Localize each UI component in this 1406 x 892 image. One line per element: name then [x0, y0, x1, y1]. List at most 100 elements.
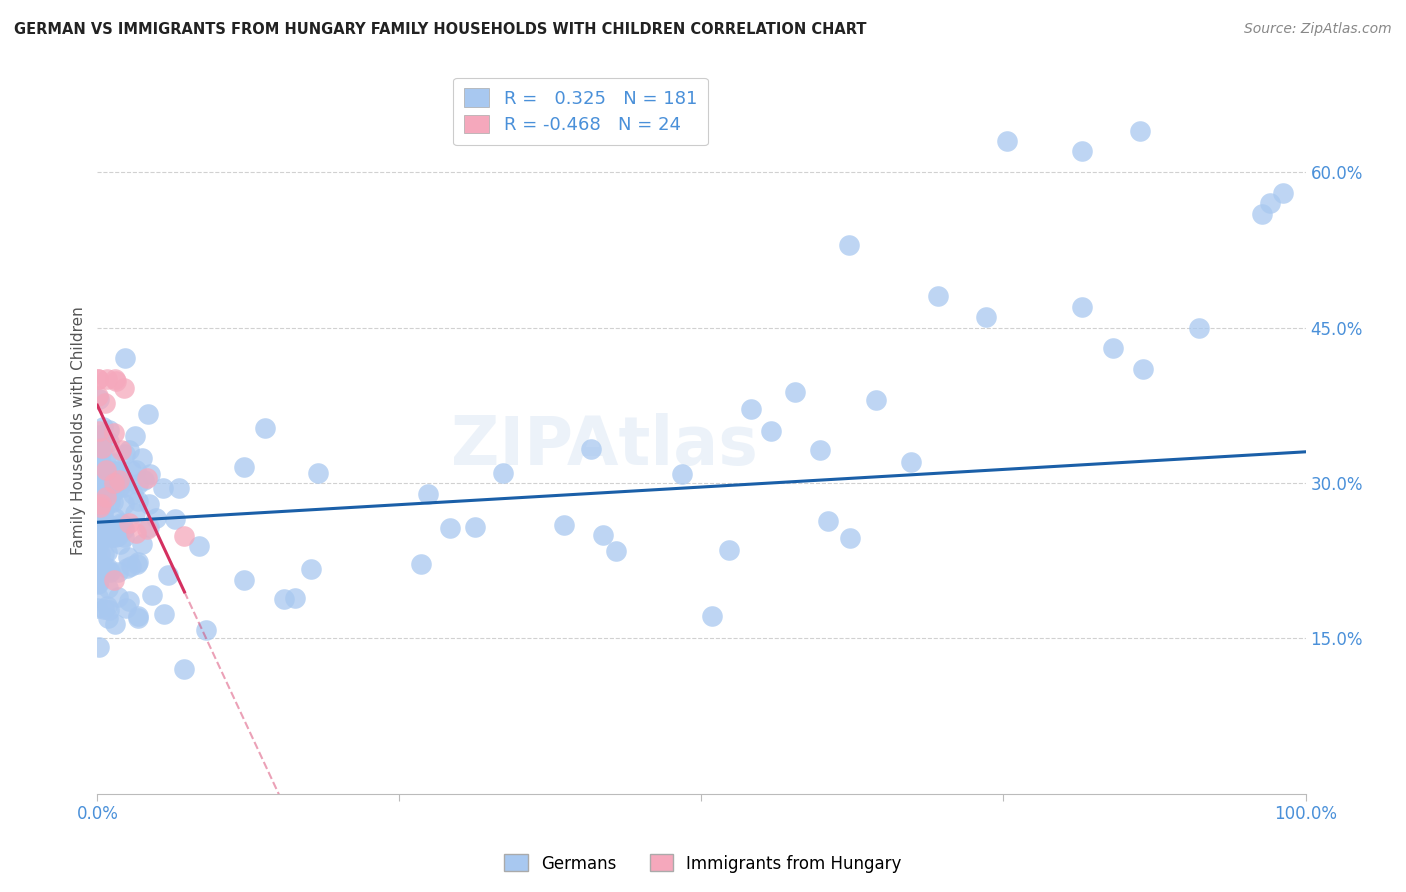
- Point: [165, 512, 187, 526]
- Point: [86, 541, 108, 556]
- Point: [93, 502, 115, 516]
- Point: [1071, 300, 1094, 314]
- Point: [1101, 341, 1123, 355]
- Point: [97, 611, 120, 625]
- Point: [87, 571, 110, 585]
- Point: [976, 310, 998, 325]
- Point: [173, 529, 195, 543]
- Point: [411, 557, 433, 571]
- Point: [87, 563, 110, 577]
- Point: [90, 496, 112, 510]
- Point: [97, 423, 120, 437]
- Point: [86, 389, 108, 403]
- Point: [97, 526, 120, 541]
- Point: [98, 494, 121, 508]
- Point: [605, 544, 627, 558]
- Point: [87, 464, 110, 478]
- Point: [86, 499, 108, 513]
- Point: [492, 466, 515, 480]
- Point: [187, 539, 209, 553]
- Point: [114, 522, 136, 536]
- Point: [785, 385, 807, 400]
- Point: [194, 623, 217, 637]
- Point: [107, 591, 129, 605]
- Point: [141, 588, 163, 602]
- Point: [87, 590, 110, 604]
- Point: [96, 564, 118, 578]
- Point: [89, 455, 111, 469]
- Point: [299, 562, 322, 576]
- Point: [139, 467, 162, 481]
- Point: [114, 351, 136, 366]
- Point: [89, 438, 111, 452]
- Point: [1070, 145, 1092, 159]
- Point: [671, 467, 693, 481]
- Point: [581, 442, 603, 456]
- Point: [900, 455, 922, 469]
- Point: [127, 476, 149, 491]
- Point: [87, 577, 110, 591]
- Point: [89, 529, 111, 543]
- Point: [91, 432, 114, 446]
- Point: [124, 506, 146, 520]
- Point: [700, 608, 723, 623]
- Point: [87, 435, 110, 450]
- Point: [86, 560, 108, 574]
- Point: [112, 481, 135, 495]
- Point: [100, 530, 122, 544]
- Point: [89, 503, 111, 517]
- Point: [1250, 206, 1272, 220]
- Point: [718, 542, 741, 557]
- Point: [86, 532, 108, 546]
- Point: [94, 463, 117, 477]
- Point: [98, 476, 121, 491]
- Point: [89, 428, 111, 442]
- Point: [1132, 362, 1154, 376]
- Point: [104, 374, 127, 388]
- Point: [104, 372, 127, 386]
- Point: [87, 529, 110, 543]
- Point: [87, 531, 110, 545]
- Point: [152, 607, 174, 622]
- Point: [124, 429, 146, 443]
- Point: [110, 537, 132, 551]
- Point: [416, 486, 439, 500]
- Point: [103, 483, 125, 498]
- Point: [127, 609, 149, 624]
- Point: [104, 530, 127, 544]
- Point: [86, 506, 108, 520]
- Point: [93, 602, 115, 616]
- Point: [136, 522, 159, 536]
- Point: [89, 556, 111, 570]
- Point: [87, 372, 110, 386]
- Point: [127, 611, 149, 625]
- Point: [89, 500, 111, 515]
- Point: [101, 456, 124, 470]
- Point: [105, 464, 128, 478]
- Point: [232, 459, 254, 474]
- Point: [233, 573, 256, 587]
- Point: [1129, 123, 1152, 137]
- Point: [103, 464, 125, 478]
- Point: [464, 520, 486, 534]
- Point: [87, 506, 110, 520]
- Point: [97, 523, 120, 537]
- Point: [94, 471, 117, 485]
- Point: [104, 617, 127, 632]
- Point: [273, 592, 295, 607]
- Point: [86, 528, 108, 542]
- Point: [89, 512, 111, 526]
- Point: [927, 289, 949, 303]
- Point: [86, 514, 108, 528]
- Y-axis label: Family Households with Children: Family Households with Children: [72, 307, 86, 556]
- Point: [169, 481, 191, 495]
- Point: [1272, 186, 1295, 200]
- Point: [89, 473, 111, 487]
- Text: ZIPAtlas: ZIPAtlas: [451, 413, 758, 479]
- Point: [86, 529, 108, 543]
- Point: [98, 565, 121, 579]
- Point: [98, 434, 121, 449]
- Point: [86, 531, 108, 545]
- Point: [86, 510, 108, 524]
- Point: [114, 447, 136, 461]
